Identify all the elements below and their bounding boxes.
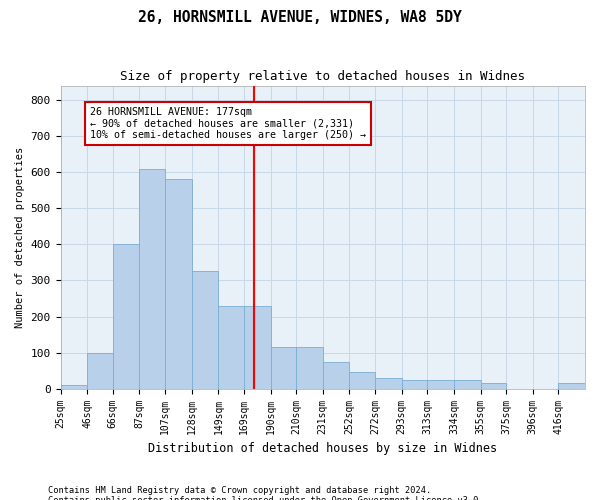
Bar — [271, 347, 296, 389]
Bar — [454, 380, 481, 388]
Bar — [349, 372, 375, 388]
Text: Contains HM Land Registry data © Crown copyright and database right 2024.: Contains HM Land Registry data © Crown c… — [48, 486, 431, 495]
Bar — [87, 352, 113, 388]
Y-axis label: Number of detached properties: Number of detached properties — [15, 146, 25, 328]
Bar — [296, 347, 323, 389]
Bar — [61, 385, 87, 388]
Text: 26 HORNSMILL AVENUE: 177sqm
← 90% of detached houses are smaller (2,331)
10% of : 26 HORNSMILL AVENUE: 177sqm ← 90% of det… — [90, 107, 366, 140]
X-axis label: Distribution of detached houses by size in Widnes: Distribution of detached houses by size … — [148, 442, 497, 455]
Bar — [244, 306, 271, 388]
Bar — [113, 244, 139, 388]
Bar — [191, 272, 218, 388]
Bar — [481, 384, 506, 388]
Text: Contains public sector information licensed under the Open Government Licence v3: Contains public sector information licen… — [48, 496, 484, 500]
Bar — [218, 306, 244, 388]
Bar — [323, 362, 349, 388]
Title: Size of property relative to detached houses in Widnes: Size of property relative to detached ho… — [120, 70, 525, 83]
Text: 26, HORNSMILL AVENUE, WIDNES, WA8 5DY: 26, HORNSMILL AVENUE, WIDNES, WA8 5DY — [138, 10, 462, 25]
Bar — [139, 168, 165, 388]
Bar — [558, 384, 585, 388]
Bar — [427, 380, 454, 388]
Bar — [165, 180, 191, 388]
Bar — [401, 380, 427, 388]
Bar — [375, 378, 401, 388]
